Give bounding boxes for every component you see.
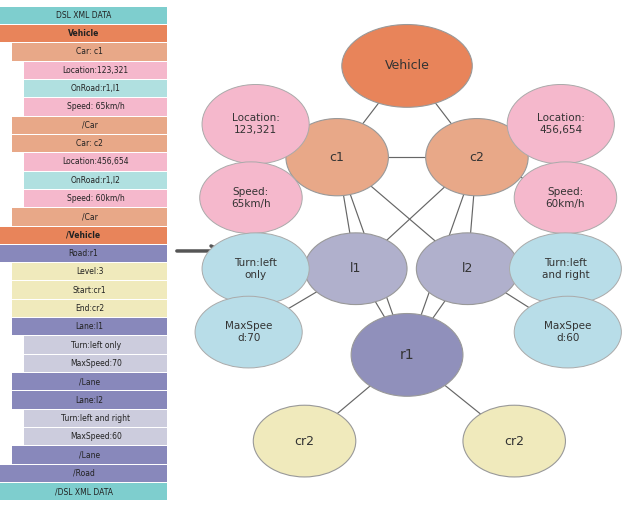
Ellipse shape [200,162,302,234]
Text: /Car: /Car [82,121,97,130]
Ellipse shape [417,233,519,305]
FancyBboxPatch shape [24,98,167,116]
FancyBboxPatch shape [24,61,167,79]
Ellipse shape [202,233,309,305]
Text: r1: r1 [400,348,414,362]
Text: Speed:
65km/h: Speed: 65km/h [231,187,271,209]
FancyBboxPatch shape [12,263,167,280]
Text: Turn:left only: Turn:left only [70,341,121,350]
FancyBboxPatch shape [24,337,167,354]
FancyBboxPatch shape [24,428,167,446]
Text: /Vehicle: /Vehicle [67,231,100,240]
FancyBboxPatch shape [0,465,167,482]
FancyBboxPatch shape [24,171,167,189]
Text: Start:cr1: Start:cr1 [73,285,106,295]
Text: DSL XML DATA: DSL XML DATA [56,11,111,20]
Ellipse shape [202,85,309,164]
Ellipse shape [514,296,621,368]
Text: OnRoad:r1,l2: OnRoad:r1,l2 [71,176,121,185]
FancyBboxPatch shape [0,245,167,262]
Text: cr2: cr2 [504,434,524,448]
Text: /Car: /Car [82,212,97,222]
Ellipse shape [286,119,388,196]
FancyBboxPatch shape [24,153,167,170]
FancyBboxPatch shape [24,190,167,207]
FancyBboxPatch shape [0,7,167,24]
Text: /Road: /Road [72,469,95,478]
Ellipse shape [426,119,528,196]
Text: Vehicle: Vehicle [68,29,99,38]
Ellipse shape [351,313,463,396]
Text: End:cr2: End:cr2 [75,304,104,313]
Ellipse shape [509,233,621,305]
FancyBboxPatch shape [24,410,167,427]
FancyBboxPatch shape [12,281,167,299]
Text: Road:r1: Road:r1 [68,249,99,258]
Text: c1: c1 [330,151,344,164]
Text: MaxSpeed:60: MaxSpeed:60 [70,432,122,441]
Text: Speed: 60km/h: Speed: 60km/h [67,194,125,203]
Text: Speed:
60km/h: Speed: 60km/h [546,187,585,209]
Text: /Lane: /Lane [79,451,100,460]
FancyBboxPatch shape [12,300,167,317]
Ellipse shape [342,24,472,107]
FancyBboxPatch shape [0,227,167,244]
Text: Turn:left and right: Turn:left and right [61,414,131,423]
FancyBboxPatch shape [12,391,167,409]
Text: Vehicle: Vehicle [385,59,429,73]
Text: Location:456,654: Location:456,654 [63,157,129,166]
Text: Lane:l2: Lane:l2 [76,395,104,405]
Text: Turn:left
only: Turn:left only [234,258,277,280]
Text: Speed: 65km/h: Speed: 65km/h [67,102,125,112]
FancyBboxPatch shape [12,208,167,226]
Text: Lane:l1: Lane:l1 [76,322,104,331]
FancyBboxPatch shape [24,355,167,372]
FancyBboxPatch shape [12,117,167,134]
Text: Level:3: Level:3 [76,267,104,276]
FancyBboxPatch shape [24,80,167,97]
Ellipse shape [253,405,356,477]
Text: OnRoad:r1,l1: OnRoad:r1,l1 [71,84,121,93]
Text: cr2: cr2 [294,434,314,448]
Text: l1: l1 [350,262,362,275]
Text: Car: c2: Car: c2 [76,139,103,148]
Text: Location:
123,321: Location: 123,321 [232,113,280,135]
FancyBboxPatch shape [12,373,167,390]
Text: Car: c1: Car: c1 [76,47,103,56]
Ellipse shape [463,405,566,477]
FancyBboxPatch shape [0,25,167,42]
FancyBboxPatch shape [12,43,167,60]
FancyBboxPatch shape [12,135,167,152]
Text: Turn:left
and right: Turn:left and right [541,258,589,280]
Text: Location:
456,654: Location: 456,654 [537,113,585,135]
Text: MaxSpeed:70: MaxSpeed:70 [70,359,122,368]
FancyBboxPatch shape [0,483,167,500]
Text: Location:123,321: Location:123,321 [63,66,129,75]
Ellipse shape [305,233,407,305]
Text: c2: c2 [470,151,484,164]
Ellipse shape [514,162,617,234]
Text: /Lane: /Lane [79,377,100,386]
Text: MaxSpee
d:60: MaxSpee d:60 [544,321,591,343]
Ellipse shape [508,85,614,164]
Text: MaxSpee
d:70: MaxSpee d:70 [225,321,272,343]
FancyBboxPatch shape [12,447,167,464]
Text: /DSL XML DATA: /DSL XML DATA [54,487,113,496]
Text: l2: l2 [462,262,474,275]
FancyBboxPatch shape [12,318,167,336]
Ellipse shape [195,296,302,368]
